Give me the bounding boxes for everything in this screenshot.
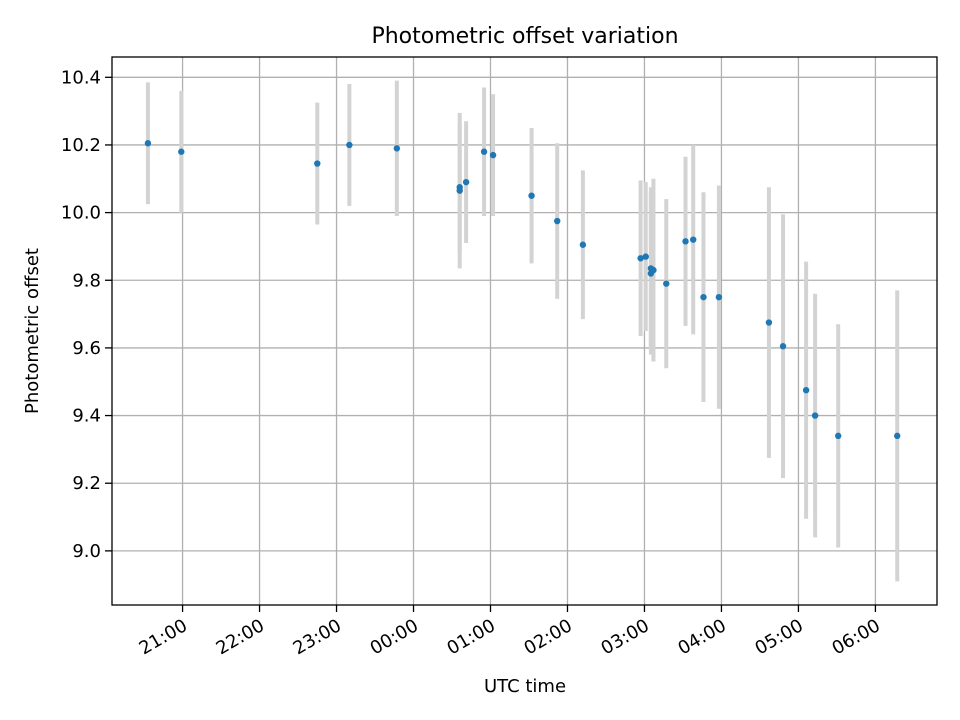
data-point [346, 141, 353, 149]
x-tick-label: 22:00 [213, 615, 268, 659]
data-point [682, 238, 689, 245]
data-point [779, 343, 787, 350]
data-point [642, 253, 649, 260]
data-point [554, 217, 561, 225]
grid-lines [112, 57, 937, 605]
x-axis-ticks: 21:00 22:00 23:00 00:00 01:00 02:00 03:00 04:00… [136, 605, 884, 659]
data-point [811, 412, 819, 419]
data-point [637, 255, 644, 262]
data-point [579, 241, 587, 248]
x-tick-label: 03:00 [598, 615, 653, 659]
data-point [650, 266, 657, 274]
y-tick-label: 9.2 [72, 473, 101, 494]
data-point [314, 160, 321, 167]
y-tick-label: 9.4 [72, 406, 101, 427]
x-tick-label: 21:00 [136, 615, 191, 659]
y-tick-label: 10.2 [61, 135, 101, 156]
data-points [144, 140, 901, 440]
data-point [894, 432, 901, 440]
data-point [144, 140, 152, 147]
data-point [462, 178, 470, 186]
y-tick-label: 9.8 [72, 270, 101, 291]
data-point [480, 148, 488, 155]
y-tick-label: 9.0 [72, 541, 101, 562]
y-axis-ticks: 9.0 9.2 9.4 9.6 9.8 10.0 10.2 10.4 [61, 67, 112, 562]
data-point [802, 386, 810, 394]
y-tick-label: 10.0 [61, 203, 101, 224]
data-point [715, 293, 723, 301]
data-point [178, 148, 185, 155]
x-tick-label: 00:00 [367, 615, 422, 659]
data-point [700, 293, 707, 301]
x-tick-label: 06:00 [828, 615, 883, 659]
error-bars [145, 80, 900, 582]
x-tick-label: 01:00 [444, 615, 499, 659]
x-tick-label: 04:00 [675, 615, 730, 659]
data-point [456, 184, 463, 191]
data-point [690, 236, 697, 243]
data-point [528, 192, 535, 199]
x-axis-title: UTC time [484, 676, 566, 697]
plot-frame [111, 56, 938, 606]
y-axis-title: Photometric offset [22, 248, 43, 414]
chart-title: Photometric offset variation [371, 24, 678, 49]
y-tick-label: 10.4 [61, 67, 101, 88]
data-point [393, 145, 401, 152]
y-tick-label: 9.6 [72, 338, 101, 359]
x-tick-label: 23:00 [290, 615, 345, 659]
data-point [489, 151, 497, 159]
data-point [835, 432, 842, 440]
data-point [765, 319, 773, 326]
x-tick-label: 02:00 [521, 615, 576, 659]
data-point [663, 280, 670, 287]
x-tick-label: 05:00 [752, 615, 807, 659]
